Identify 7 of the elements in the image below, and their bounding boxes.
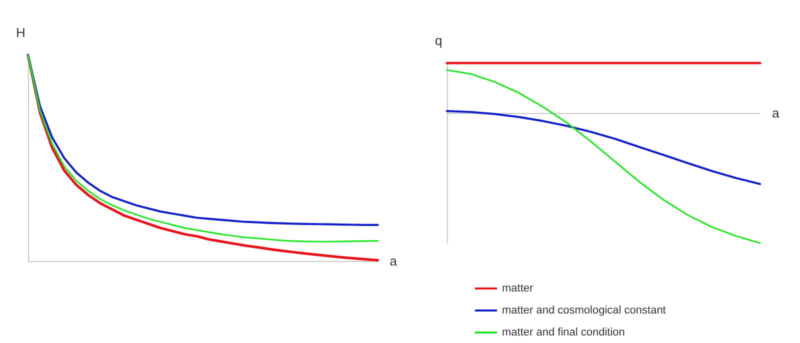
legend-label: matter and final condition — [502, 326, 625, 338]
y-axis-title: H — [16, 25, 26, 40]
x-axis-title: a — [772, 106, 780, 121]
legend-label: matter — [502, 282, 534, 294]
y-axis-title: q — [435, 33, 442, 48]
legend-label: matter and cosmological constant — [502, 304, 666, 316]
x-axis-title: a — [390, 254, 398, 268]
